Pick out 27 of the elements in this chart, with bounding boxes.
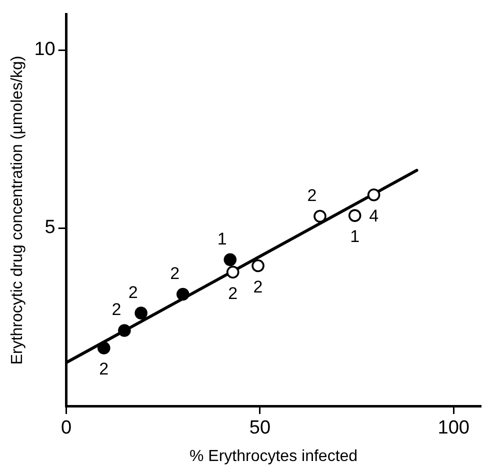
point: [348, 209, 362, 222]
point: [367, 188, 380, 202]
annotation: 2: [99, 360, 109, 379]
y-tick-label: 5: [44, 217, 56, 238]
annotation: 1: [217, 229, 227, 248]
annotation: 2: [228, 284, 238, 303]
annotation: 4: [369, 206, 379, 226]
point: [224, 253, 237, 266]
x-tick-label: 50: [249, 418, 271, 439]
point: [176, 288, 190, 301]
point: [252, 259, 264, 272]
point: [134, 306, 148, 320]
y-axis-title: Erythrocytic drug concentration (µmoles/kg): [9, 56, 26, 365]
x-tick-label: 100: [438, 418, 470, 439]
annotation: 2: [253, 277, 263, 296]
point: [314, 210, 326, 223]
annotation: 2: [170, 264, 180, 283]
annotation: 2: [112, 300, 122, 320]
point: [98, 342, 110, 354]
y-tick-label: 10: [34, 39, 56, 60]
point: [226, 266, 240, 279]
x-tick-label: 0: [61, 418, 72, 439]
x-axis-title: % Erythrocytes infected: [189, 448, 358, 465]
annotation: 1: [350, 227, 360, 246]
annotation: 2: [307, 186, 317, 205]
point: [118, 324, 131, 337]
annotation: 2: [128, 282, 138, 302]
